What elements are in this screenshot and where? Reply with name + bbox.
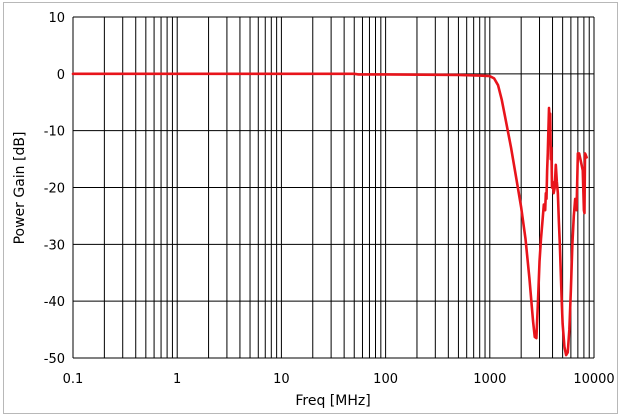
x-tick-label: 10000 — [573, 372, 614, 387]
chart-frame — [3, 2, 618, 414]
y-axis-label: Power Gain [dB] — [12, 132, 28, 245]
x-tick-label: 1 — [173, 372, 181, 387]
series-line — [71, 72, 588, 357]
y-tick-label: -50 — [44, 352, 65, 367]
x-tick-label: 10 — [273, 372, 290, 387]
y-tick-label: -20 — [44, 182, 65, 197]
grid-layer — [72, 16, 595, 359]
series-layer — [71, 72, 588, 357]
x-tick-label: 100 — [373, 372, 398, 387]
y-tick-label: 0 — [57, 68, 65, 83]
x-tick-label: 0.1 — [63, 372, 84, 387]
x-axis-label: Freq [MHz] — [295, 393, 370, 409]
y-tick-label: -30 — [44, 238, 65, 253]
y-tick-label: -10 — [44, 125, 65, 140]
y-tick-label: -40 — [44, 295, 65, 310]
x-tick-label: 1000 — [473, 372, 506, 387]
y-tick-label: 10 — [48, 11, 65, 26]
